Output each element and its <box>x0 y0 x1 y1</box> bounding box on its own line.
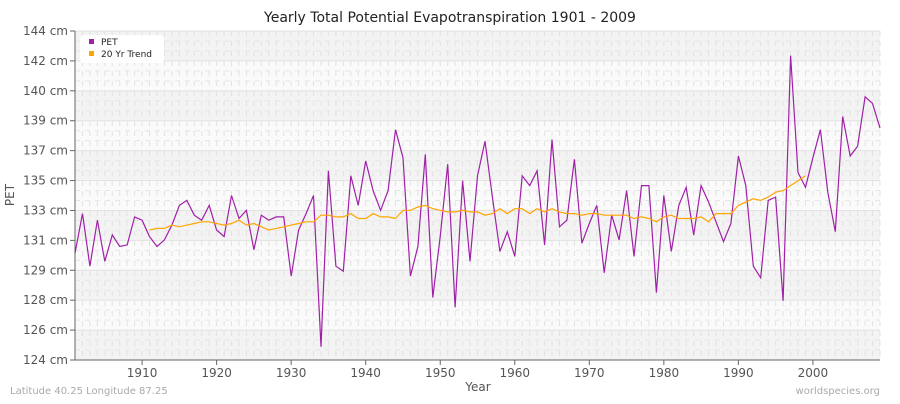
y-tick-label: 129 cm <box>23 263 68 277</box>
x-tick-label: 1990 <box>723 366 754 380</box>
y-tick-label: 137 cm <box>23 144 68 158</box>
y-tick-label: 126 cm <box>23 323 68 337</box>
y-tick-label: 131 cm <box>23 233 68 247</box>
x-tick-label: 1930 <box>276 366 307 380</box>
legend: PET 20 Yr Trend <box>80 35 164 63</box>
y-tick-label: 124 cm <box>23 353 68 367</box>
x-tick-label: 1910 <box>127 366 158 380</box>
legend-label-trend: 20 Yr Trend <box>101 50 152 60</box>
y-tick-label: 139 cm <box>23 114 68 128</box>
x-axis-ticks: 1910 1920 1930 1940 1950 1960 1970 1980 1990 2000 <box>127 360 828 380</box>
y-tick-label: 128 cm <box>23 293 68 307</box>
location-text: Latitude 40.25 Longitude 87.25 <box>10 386 168 397</box>
x-axis-label: Year <box>464 380 490 394</box>
y-tick-label: 144 cm <box>23 24 68 38</box>
legend-swatch-trend <box>89 51 94 56</box>
y-tick-label: 133 cm <box>23 203 68 217</box>
x-tick-label: 1920 <box>201 366 232 380</box>
y-axis-ticks: 124 cm 126 cm 128 cm 129 cm 131 cm 133 cm 135 … <box>23 24 75 367</box>
x-tick-label: 1980 <box>649 366 680 380</box>
source-text: worldspecies.org <box>796 386 880 397</box>
x-tick-label: 1950 <box>425 366 456 380</box>
x-tick-label: 2000 <box>798 366 829 380</box>
legend-label-pet: PET <box>101 38 118 48</box>
y-tick-label: 142 cm <box>23 54 68 68</box>
x-tick-label: 1940 <box>350 366 381 380</box>
y-axis-label: PET <box>3 183 17 206</box>
chart-title: Yearly Total Potential Evapotranspiratio… <box>263 10 636 26</box>
x-tick-label: 1960 <box>499 366 530 380</box>
x-tick-label: 1970 <box>574 366 605 380</box>
y-tick-label: 135 cm <box>23 174 68 188</box>
legend-swatch-pet <box>89 39 94 44</box>
y-tick-label: 140 cm <box>23 84 68 98</box>
